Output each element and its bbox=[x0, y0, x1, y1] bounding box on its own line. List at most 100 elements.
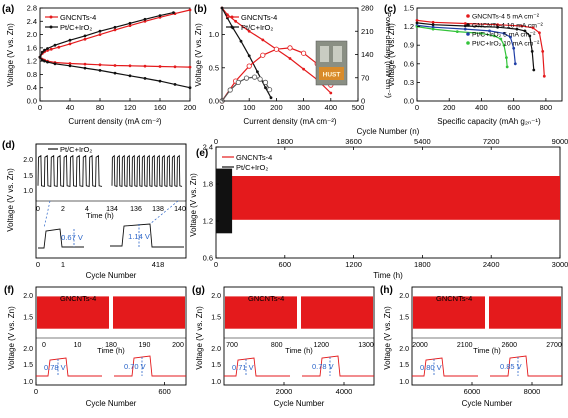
y-tick-label-e-2: 1.8 bbox=[203, 180, 213, 189]
bottom-tick-d-1: 1 bbox=[61, 260, 65, 269]
x-tick-label-c-4: 800 bbox=[540, 103, 553, 112]
inset-y-tick-label-f-2: 2.0 bbox=[23, 346, 33, 353]
y-axis-label-g: Voltage (V vs. Zn) bbox=[195, 306, 204, 370]
legend-entry-b1: Pt/C+IrO₂ bbox=[241, 23, 273, 32]
legend-marker-c0 bbox=[466, 14, 470, 18]
data-point-a-1-1-0 bbox=[38, 55, 42, 59]
x-tick-label-g-0: 2000 bbox=[276, 387, 293, 396]
top-axis-title-f: Time (h) bbox=[97, 346, 125, 355]
legend-d: Pt/C+IrO₂ bbox=[48, 145, 92, 154]
x-axis-label-c: Specific capacity (mAh g₂ₙ⁻¹) bbox=[437, 117, 541, 126]
inset-y-tick-label-f-1: 1.5 bbox=[23, 362, 33, 369]
y-tick-label-a-4: 1.6 bbox=[27, 43, 37, 52]
panel-a: (a) 0 40 80 120 160 200 0.0 0.4 0.8 1.2 1.6 2.0 2.4 2… bbox=[2, 4, 196, 127]
top-axis-title-e: Cycle Number (n) bbox=[357, 127, 420, 136]
data-point-c-3-0-7 bbox=[505, 56, 508, 59]
y-tick-label-c-0: 0.0 bbox=[404, 97, 414, 106]
y-tick-label-c-5: 1.5 bbox=[404, 4, 414, 13]
top-tick-label-e-4: 7200 bbox=[483, 137, 500, 146]
series-line-c-2-0 bbox=[416, 24, 516, 64]
top-tick-d-4: 136 bbox=[130, 206, 142, 213]
data-point-b-3-0-5 bbox=[257, 76, 263, 82]
data-point-c-2-0-7 bbox=[513, 62, 517, 66]
top-tick-label-e-1: 1800 bbox=[276, 137, 293, 146]
data-point-c-1-0-8 bbox=[532, 68, 536, 72]
data-point-c-0-0-7 bbox=[541, 50, 545, 53]
x-axis-label-f: Cycle Number bbox=[86, 399, 137, 408]
data-point-b-3-0-4 bbox=[252, 74, 258, 80]
y-tick-label-a-2: 0.8 bbox=[27, 70, 37, 79]
top-axis-title-d: Time (h) bbox=[86, 211, 114, 220]
data-point-a-0-1-10 bbox=[143, 64, 147, 68]
top-tick-d-5: 138 bbox=[152, 206, 164, 213]
inset-y-tick-label-g-0: 1.0 bbox=[211, 379, 221, 386]
y-tick-label-e-1: 1.2 bbox=[203, 217, 213, 226]
y-tick-label-a-6: 2.4 bbox=[27, 17, 37, 26]
annotation-f-0: 0.78 V bbox=[44, 363, 66, 372]
x-tick-label-g-1: 4000 bbox=[336, 387, 353, 396]
data-point-a-1-1-4 bbox=[53, 62, 57, 66]
legend-entry-c1: GNCNTs-4 10 mA cm⁻² bbox=[472, 23, 544, 30]
top-tick-label-f-3: 190 bbox=[139, 342, 151, 349]
top-tick-label-f-2: 180 bbox=[105, 342, 117, 349]
series-layer-a bbox=[38, 8, 192, 90]
annotation-h-0: 0.80 V bbox=[420, 363, 442, 372]
data-point-a-1-0-6 bbox=[83, 34, 87, 38]
data-point-a-0-0-10 bbox=[128, 24, 132, 27]
y-tick-label-c-4: 1.2 bbox=[404, 22, 414, 31]
inset-y-tick-label-h-1: 1.5 bbox=[399, 362, 409, 369]
data-point-c-1-0-3 bbox=[496, 25, 499, 29]
plot-frame-a bbox=[39, 7, 191, 102]
panel-label-h: (h) bbox=[380, 285, 393, 296]
cycling-trace-d-0 bbox=[37, 154, 103, 187]
top-axis-d: Time (h) 0 2 4 134 136 138 140 bbox=[36, 206, 186, 220]
data-point-a-0-1-6 bbox=[83, 62, 87, 66]
x-tick-label-h-1: 8000 bbox=[524, 387, 541, 396]
panel-label-e: (e) bbox=[196, 148, 208, 159]
legend-marker-c2 bbox=[466, 32, 470, 36]
data-point-a-0-0-11 bbox=[143, 19, 147, 23]
top-tick-label-h-0: 2000 bbox=[412, 342, 428, 349]
data-point-a-0-1-5 bbox=[68, 62, 72, 65]
annotation-h-1: 0.85 V bbox=[500, 362, 522, 371]
data-point-b-3-0-3 bbox=[243, 75, 250, 81]
y2-tick-label-b-4: 280 bbox=[361, 4, 374, 13]
inset-y-tick-label-g-1: 1.5 bbox=[211, 362, 221, 369]
bottom-axis-d: 0 1 418 bbox=[36, 260, 164, 269]
data-point-a-0-1-13 bbox=[188, 65, 192, 69]
x-axis-label-b: Current density (mA cm⁻²) bbox=[243, 117, 336, 126]
legend-entry-a1: Pt/C+IrO₂ bbox=[60, 23, 92, 32]
data-point-c-0-0-3 bbox=[496, 23, 499, 27]
y-tick-label-e-0: 0.6 bbox=[203, 254, 213, 263]
ticks-layer-c: 0 200 400 600 800 0.0 0.3 0.6 0.9 1.2 1.5 bbox=[404, 4, 553, 113]
data-point-a-1-0-8 bbox=[113, 25, 117, 29]
panel-label-b: (b) bbox=[194, 4, 207, 15]
data-point-b-1-0-0 bbox=[220, 6, 224, 10]
top-tick-label-e-3: 5400 bbox=[414, 137, 431, 146]
x-tick-label-b-2: 200 bbox=[270, 103, 283, 112]
y-tick-label-b-2: 1.0 bbox=[209, 30, 219, 39]
data-point-c-0-0-4 bbox=[520, 24, 524, 28]
data-point-c-0-0-2 bbox=[463, 22, 467, 25]
y-tick-label-a-0: 0.0 bbox=[27, 97, 37, 106]
data-point-a-1-0-2 bbox=[43, 48, 46, 52]
top-tick-label-g-0: 700 bbox=[226, 342, 238, 349]
legend-entry-h0: GNCNTs-4 bbox=[436, 294, 472, 303]
data-point-b-0-0-1 bbox=[226, 13, 229, 16]
x-tick-label-a-2: 80 bbox=[96, 103, 104, 112]
cycling-band-e-1 bbox=[216, 168, 233, 234]
data-point-b-3-0-2 bbox=[235, 79, 241, 86]
x-tick-label-c-1: 200 bbox=[443, 103, 456, 112]
x-tick-label-e-3: 1800 bbox=[414, 260, 431, 269]
inset-y-tick-label-h-0: 1.0 bbox=[399, 379, 409, 386]
data-point-a-1-1-7 bbox=[98, 69, 102, 72]
x-tick-label-b-0: 0 bbox=[220, 103, 224, 112]
plot-frame-f bbox=[35, 286, 187, 386]
x-tick-label-a-0: 0 bbox=[38, 103, 42, 112]
panel-label-c: (c) bbox=[384, 4, 396, 15]
cycling-band-f-1 bbox=[113, 296, 185, 329]
data-point-a-0-1-8 bbox=[113, 64, 117, 67]
data-point-b-2-0-2 bbox=[246, 63, 252, 69]
data-point-c-1-0-6 bbox=[528, 34, 532, 38]
